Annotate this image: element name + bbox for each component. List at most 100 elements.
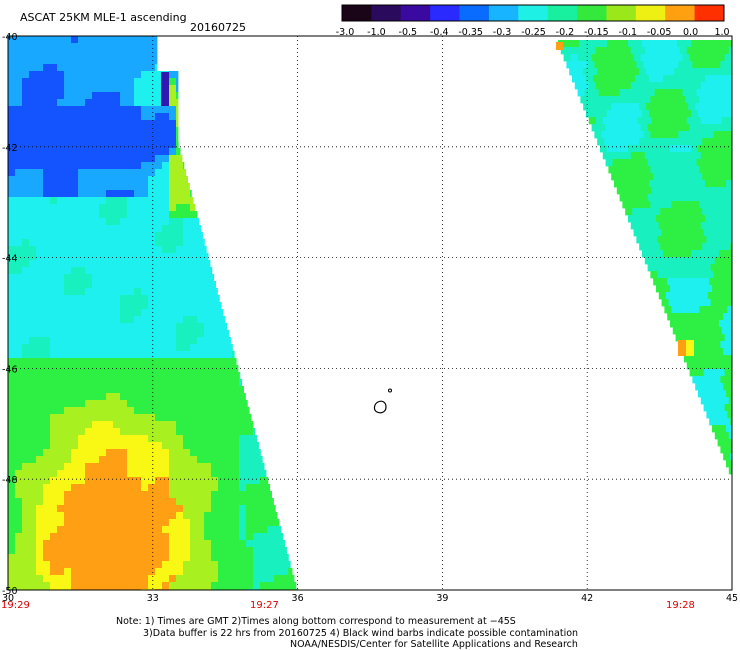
swath-cell [29,155,37,163]
swath-cell [183,260,191,268]
swath-cell [703,404,711,412]
swath-cell [660,278,668,286]
swath-cell [155,414,163,422]
swath-cell [113,533,121,541]
swath-cell [698,390,706,398]
swath-cell [43,421,51,429]
swath-cell [15,435,23,443]
swath-cell [36,484,44,492]
swath-cell [134,295,142,303]
swath-cell [618,68,626,76]
swath-cell [176,141,179,149]
swath-cell [586,40,594,48]
swath-cell [71,148,79,156]
swath-cell [127,190,135,198]
swath-cell [57,428,65,436]
swath-cell [695,243,703,251]
swath-cell [162,547,170,555]
swath-cell [22,407,30,415]
swath-cell [120,407,128,415]
swath-cell [106,568,114,576]
swath-cell [99,379,107,387]
swath-cell [162,526,170,534]
swath-cell [85,414,93,422]
swath-cell [127,323,135,331]
swath-cell [113,127,121,135]
swath-cell [702,138,710,146]
swath-cell [190,414,198,422]
swath-cell [43,106,51,114]
swath-cell [239,372,241,380]
swath-cell [85,134,93,142]
swath-cell [43,526,51,534]
swath-cell [169,428,177,436]
swath-cell [637,222,646,230]
swath-cell [8,442,16,450]
swath-cell [197,372,205,380]
swath-cell [113,414,121,422]
swath-cell [22,554,30,562]
swath-cell [615,96,623,104]
swath-cell [148,43,156,51]
swath-cell [619,89,627,97]
swath-cell [169,561,177,569]
swath-cell [120,498,128,506]
swath-cell [169,253,177,261]
swath-cell [281,540,286,548]
swath-cell [615,61,623,69]
swath-cell [211,295,219,303]
swath-cell [71,547,79,555]
swath-cell [155,141,163,149]
swath-cell [176,512,184,520]
swath-cell [169,85,177,93]
swath-cell [36,526,44,534]
swath-cell [22,127,30,135]
swath-cell [630,117,639,125]
swath-cell [78,218,86,226]
swath-cell [628,75,636,83]
swath-cell [644,47,653,55]
swath-cell [671,166,679,174]
swath-cell [232,561,240,569]
swath-cell [127,491,135,499]
swath-cell [288,582,296,590]
swath-cell [232,484,240,492]
swath-cell [120,365,128,373]
swath-cell [15,449,23,457]
swath-cell [85,505,93,513]
swath-cell [113,190,121,198]
swath-cell [232,477,240,485]
swath-cell [120,78,128,86]
swath-cell [113,547,121,555]
longitude-tick-label: 30 [2,593,14,604]
swath-cell [92,512,100,520]
swath-cell [127,554,135,562]
swath-cell [29,554,37,562]
swath-cell [113,372,121,380]
swath-cell [190,463,198,471]
swath-cell [580,61,588,69]
swath-cell [204,386,212,394]
swath-cell [127,309,135,317]
footer-credit: NOAA/NESDIS/Center for Satellite Applica… [290,639,578,650]
swath-cell [609,82,618,90]
swath-cell [176,71,179,79]
swath-cell [99,407,107,415]
swath-cell [204,302,212,310]
swath-cell [134,232,142,240]
swath-cell [106,246,114,254]
swath-cell [190,246,198,254]
swath-cell [92,78,100,86]
swath-cell [656,180,664,188]
swath-cell [619,159,627,167]
swath-cell [623,187,632,195]
swath-cell [225,568,233,576]
swath-cell [127,127,135,135]
swath-cell [190,358,198,366]
swath-cell [148,351,156,359]
swath-cell [225,540,233,548]
colorbar-swatch [430,5,461,21]
swath-cell [99,71,107,79]
swath-cell [120,92,128,100]
swath-cell [99,120,107,128]
